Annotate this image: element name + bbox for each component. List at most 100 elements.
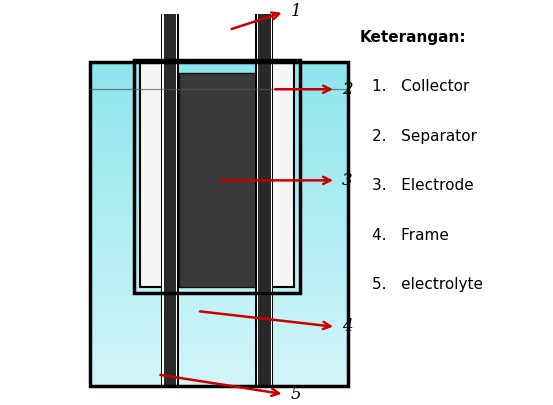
Bar (90, 280, 348, 285)
Bar (90, 300, 348, 305)
Bar (90, 325, 348, 330)
Bar (90, 211, 348, 216)
Text: 2: 2 (342, 81, 352, 98)
Bar (90, 65, 348, 70)
Bar (90, 333, 348, 338)
Text: Keterangan:: Keterangan: (359, 30, 466, 45)
Bar (90, 109, 348, 114)
Bar (90, 272, 348, 277)
Bar (90, 341, 348, 346)
Bar (90, 199, 348, 204)
Bar (90, 345, 348, 350)
Bar (90, 85, 348, 90)
Bar (90, 113, 348, 118)
Bar (90, 62, 348, 386)
Bar (255, 14, 273, 386)
Bar (90, 105, 348, 110)
Bar (90, 183, 348, 188)
Bar (90, 81, 348, 86)
Bar (90, 317, 348, 322)
Bar (90, 296, 348, 301)
Bar (90, 264, 348, 269)
Bar (90, 353, 348, 358)
Bar (90, 382, 348, 386)
Text: 5: 5 (290, 386, 301, 403)
Bar (90, 117, 348, 122)
Bar (90, 227, 348, 232)
Bar (90, 162, 348, 167)
Bar (90, 126, 348, 130)
Bar (90, 73, 348, 78)
Bar (90, 329, 348, 334)
Bar (179, 73, 259, 287)
Bar (90, 239, 348, 244)
Bar (90, 247, 348, 252)
Bar (90, 191, 348, 196)
Bar (90, 195, 348, 200)
Bar (90, 260, 348, 264)
Bar (90, 166, 348, 171)
Bar (90, 304, 348, 309)
Bar (90, 150, 348, 155)
Bar (90, 215, 348, 220)
Bar (90, 142, 348, 147)
Bar (90, 93, 348, 98)
Bar (90, 288, 348, 293)
Bar (140, 62, 168, 287)
Bar (90, 231, 348, 236)
Bar (90, 219, 348, 224)
Text: 4.   Frame: 4. Frame (372, 228, 448, 243)
Bar (90, 187, 348, 192)
Bar (161, 14, 179, 386)
Bar (90, 61, 348, 66)
Text: 3: 3 (342, 172, 352, 189)
Bar (90, 321, 348, 326)
Bar (90, 101, 348, 106)
Bar (90, 373, 348, 378)
Bar (90, 207, 348, 212)
Bar (90, 134, 348, 139)
Bar (134, 60, 300, 293)
Bar (90, 97, 348, 102)
Bar (90, 357, 348, 362)
Bar (90, 223, 348, 228)
Bar (90, 243, 348, 248)
Text: 1: 1 (290, 4, 301, 21)
Text: 1.   Collector: 1. Collector (372, 79, 469, 94)
Bar (90, 292, 348, 297)
Bar (90, 252, 348, 256)
Bar (90, 171, 348, 175)
Bar (90, 130, 348, 134)
Bar (257, 14, 272, 386)
Bar (90, 89, 348, 94)
Bar (90, 369, 348, 374)
Text: 2.   Separator: 2. Separator (372, 129, 477, 144)
Bar (267, 62, 294, 287)
Text: 3.   Electrode: 3. Electrode (372, 178, 473, 193)
Bar (90, 349, 348, 354)
Bar (163, 14, 178, 386)
Text: 5.   electrolyte: 5. electrolyte (372, 277, 483, 292)
Text: 4: 4 (342, 318, 352, 335)
Bar (164, 14, 176, 386)
Bar (90, 77, 348, 82)
Bar (90, 69, 348, 74)
Bar (258, 14, 270, 386)
Bar (90, 256, 348, 260)
Bar (90, 284, 348, 289)
Bar (90, 337, 348, 342)
Bar (90, 361, 348, 366)
Bar (90, 203, 348, 208)
Bar (90, 158, 348, 163)
Bar (90, 122, 348, 126)
Bar (90, 146, 348, 151)
Bar (90, 308, 348, 313)
Bar (90, 268, 348, 273)
Bar (90, 154, 348, 159)
Bar (90, 313, 348, 318)
Bar (90, 365, 348, 370)
Bar (90, 179, 348, 183)
Bar (90, 175, 348, 179)
Bar (90, 276, 348, 281)
Bar (90, 235, 348, 240)
